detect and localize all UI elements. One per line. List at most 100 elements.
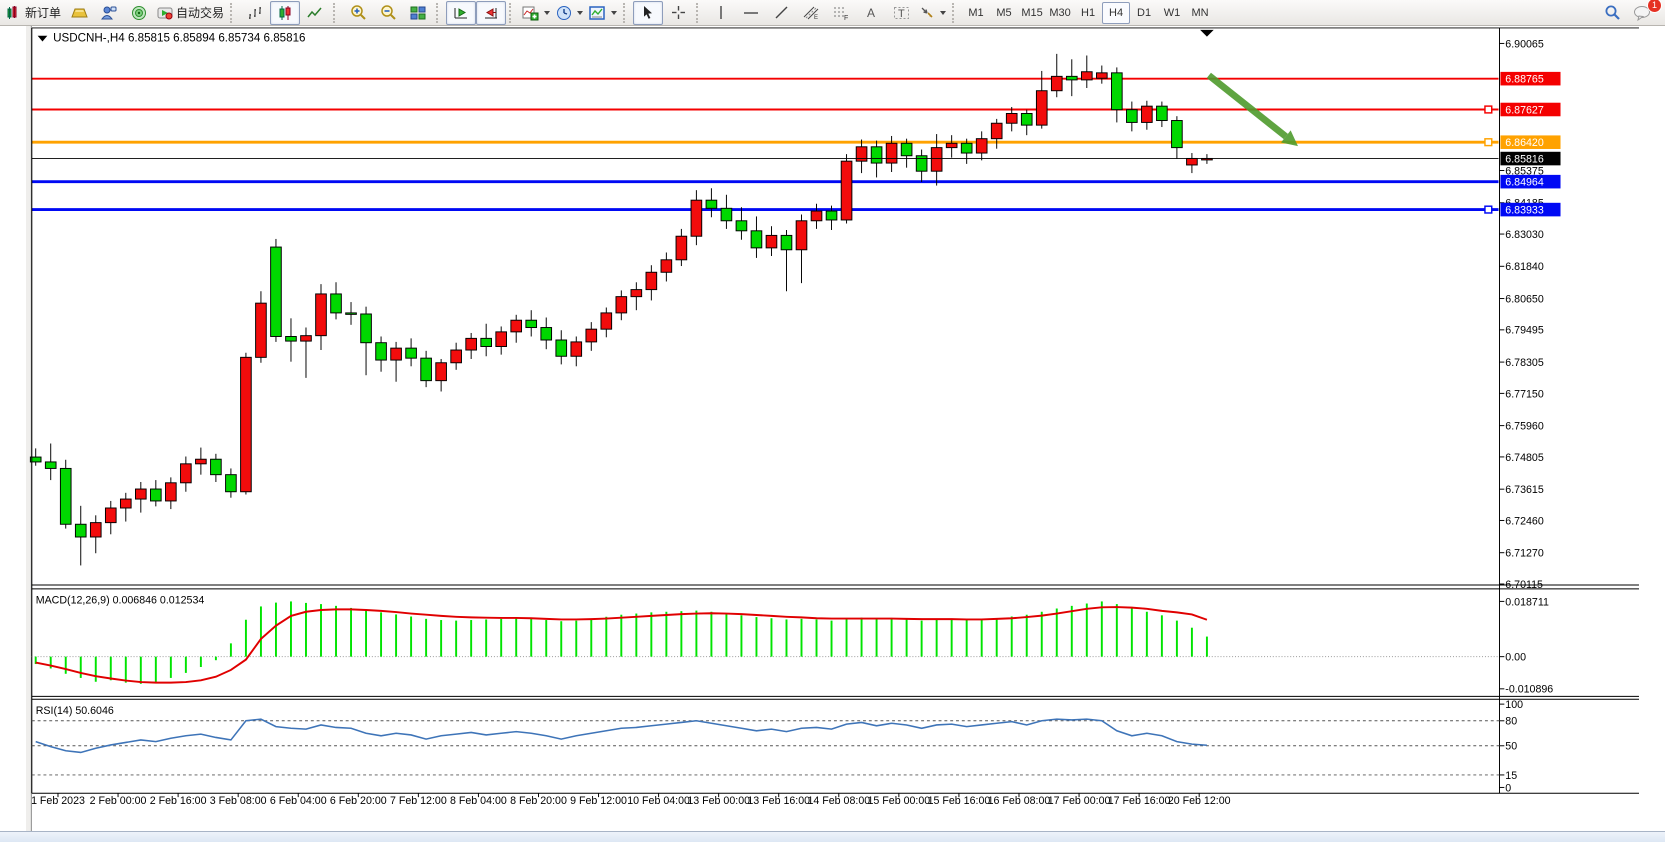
chart-shift-marker[interactable]: [1200, 29, 1214, 37]
dropdown-caret-icon: [611, 10, 618, 15]
rsi-axis-label: 50: [1505, 741, 1517, 753]
candle: [855, 146, 868, 162]
chart-bars-button[interactable]: [240, 1, 270, 25]
time-axis-label: 2 Feb 16:00: [150, 795, 207, 807]
auto-scroll-button[interactable]: [446, 0, 477, 25]
price-line-label: 6.86420: [1505, 137, 1544, 149]
notifications-button[interactable]: 1: [1627, 0, 1662, 25]
candle: [1156, 105, 1168, 122]
price-line-label: 6.85816: [1505, 153, 1544, 165]
price-tick-label: 6.70115: [1505, 579, 1543, 591]
candle: [555, 339, 568, 357]
macd-axis-label: 0.00: [1505, 652, 1526, 664]
tile-windows-button[interactable]: [403, 1, 433, 25]
new-order-button[interactable]: 新订单: [3, 1, 64, 25]
price-tick-label: 6.72460: [1505, 515, 1544, 527]
timeframe-m15-button[interactable]: M15: [1021, 6, 1043, 19]
toolbar-separator: [623, 2, 630, 23]
crosshair-button[interactable]: [663, 1, 693, 25]
trend-arrow-object[interactable]: [1206, 72, 1288, 140]
cursor-icon: [644, 6, 653, 19]
timeframe-mn-button[interactable]: MN: [1191, 6, 1209, 19]
trendline-button[interactable]: [766, 1, 796, 25]
vertical-line-icon: [720, 6, 722, 19]
candle: [225, 474, 237, 493]
candle: [930, 147, 943, 172]
arrows-button[interactable]: [916, 1, 949, 25]
toolbar-separator: [509, 2, 516, 23]
candle: [1126, 109, 1138, 123]
zoom-in-button[interactable]: [343, 1, 373, 25]
new-order-label: 新订单: [25, 6, 62, 20]
rsi-axis-label: 0: [1505, 782, 1511, 794]
rsi-line: [35, 718, 1207, 754]
status-bar: [0, 831, 1665, 842]
candlestick-chart-icon: [279, 5, 291, 20]
chart-candles-button[interactable]: [270, 0, 301, 25]
price-line-label-box: [1500, 135, 1561, 149]
equidistant-channel-button[interactable]: E: [796, 1, 826, 25]
macd-axis-label: -0.010896: [1505, 684, 1553, 696]
search-button[interactable]: [1597, 1, 1627, 25]
zoom-out-button[interactable]: [373, 1, 403, 25]
time-axis-label: 20 Feb 12:00: [1168, 795, 1231, 807]
price-tick-label: 6.79495: [1505, 325, 1544, 337]
price-tick-label: 6.73615: [1505, 484, 1544, 496]
time-axis-label: 17 Feb 16:00: [1108, 795, 1171, 807]
fibonacci-button[interactable]: F: [826, 1, 856, 25]
price-tick-label: 6.90065: [1505, 38, 1544, 50]
price-line-label-box: [1500, 174, 1561, 189]
cursor-button[interactable]: [633, 0, 664, 25]
symbols-button[interactable]: [64, 1, 94, 25]
price-line-label: 6.83933: [1505, 204, 1544, 216]
data-window-button[interactable]: [94, 1, 124, 25]
candle: [840, 160, 853, 221]
chart-shift-button[interactable]: [476, 0, 507, 25]
templates-button[interactable]: [586, 1, 620, 25]
candle: [615, 296, 628, 314]
symbol-dropdown-icon[interactable]: [37, 35, 48, 42]
timeframe-m5-button[interactable]: M5: [996, 6, 1012, 19]
candle: [44, 461, 57, 469]
candle: [825, 210, 838, 221]
toolbar: 新订单 自动交易: [0, 0, 1665, 26]
candle: [210, 458, 222, 476]
line-chart-icon: [307, 7, 322, 17]
text-label-button[interactable]: T: [886, 1, 916, 25]
candle: [1065, 75, 1078, 81]
candle: [600, 312, 613, 330]
dropdown-caret-icon: [577, 10, 584, 15]
periods-button[interactable]: [553, 1, 586, 25]
price-tick-label: 6.71270: [1505, 548, 1544, 560]
timeframe-m1-button[interactable]: M1: [968, 6, 984, 19]
text-button[interactable]: A: [856, 1, 886, 25]
timeframe-h4-button[interactable]: H4: [1102, 1, 1131, 24]
chart-area[interactable]: 6.900656.853756.841856.830306.818406.806…: [0, 26, 1665, 832]
autotrading-button[interactable]: 自动交易: [154, 1, 227, 25]
horizontal-line-button[interactable]: [736, 1, 766, 25]
candle: [195, 458, 207, 465]
autotrading-label: 自动交易: [176, 6, 225, 20]
gold-ingot-icon: [70, 8, 88, 17]
navigator-button[interactable]: [124, 1, 154, 25]
toolbar-separator: [696, 2, 703, 23]
line-handle[interactable]: [1484, 105, 1493, 114]
candle: [315, 293, 327, 337]
price-line-label-box: [1500, 202, 1561, 217]
line-handle[interactable]: [1484, 205, 1493, 214]
chart-shift-icon: [485, 7, 498, 18]
vertical-line-button[interactable]: [706, 1, 736, 25]
candle: [420, 357, 432, 382]
chart-line-button[interactable]: [300, 1, 330, 25]
timeframe-h1-button[interactable]: H1: [1081, 6, 1096, 19]
price-line-label: 6.84964: [1505, 177, 1544, 189]
timeframe-d1-button[interactable]: D1: [1137, 6, 1152, 19]
timeframe-m30-button[interactable]: M30: [1049, 6, 1071, 19]
candle: [1020, 112, 1033, 126]
indicators-button[interactable]: [519, 1, 553, 25]
timeframe-w1-button[interactable]: W1: [1163, 6, 1181, 19]
time-axis-label: 9 Feb 12:00: [570, 795, 627, 807]
line-handle[interactable]: [1484, 138, 1493, 147]
candle: [630, 289, 643, 298]
